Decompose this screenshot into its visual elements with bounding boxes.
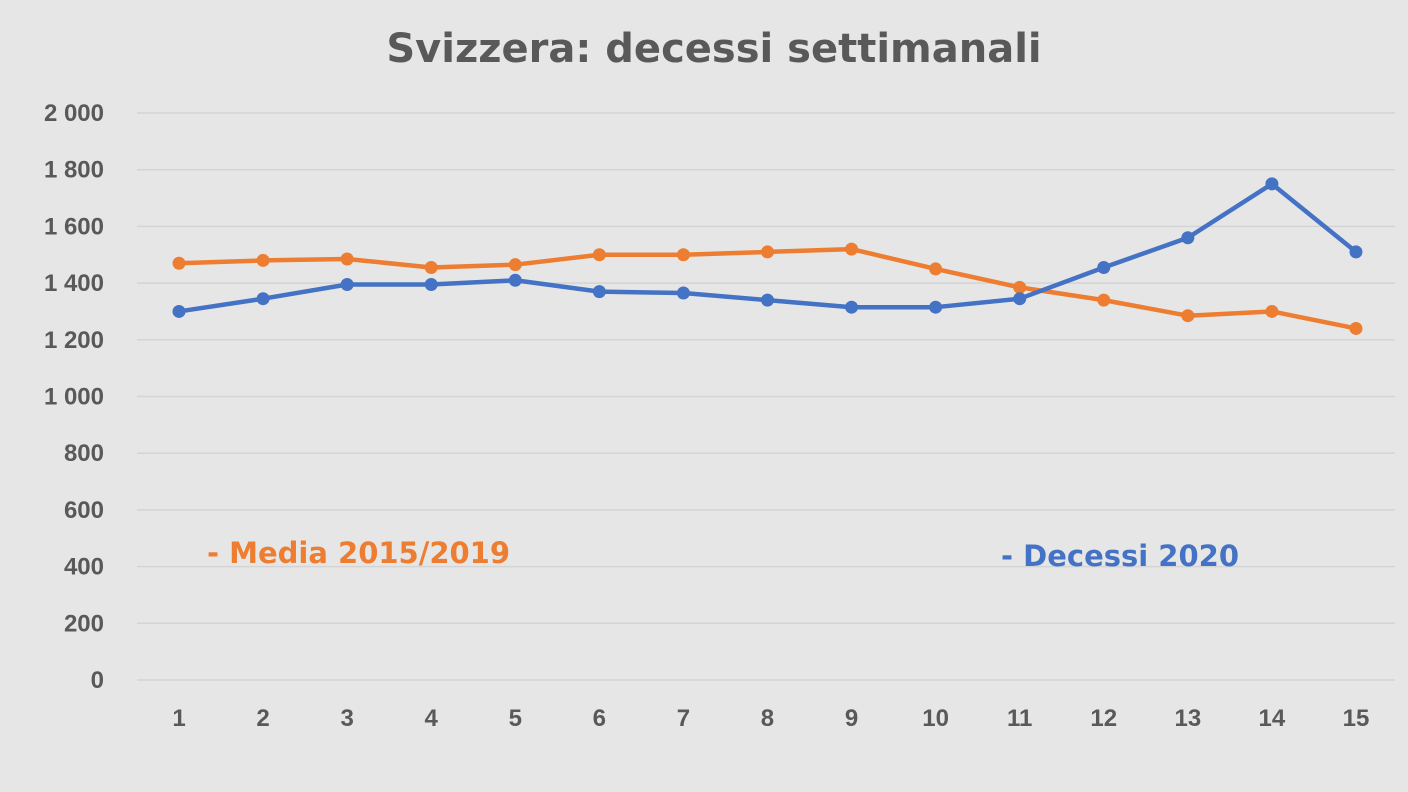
legend-decessi-2020: - Decessi 2020 [1001, 539, 1239, 573]
y-tick-label: 1 600 [44, 213, 104, 240]
data-point [1013, 280, 1027, 294]
y-tick-label: 1 800 [44, 157, 104, 184]
x-tick-label: 14 [1259, 705, 1286, 732]
x-tick-label: 2 [256, 705, 269, 732]
y-tick-label: 1 400 [44, 270, 104, 297]
y-tick-label: 800 [64, 440, 104, 467]
x-tick-label: 13 [1174, 705, 1201, 732]
chart-title: Svizzera: decessi settimanali [386, 26, 1041, 72]
x-tick-label: 7 [677, 705, 690, 732]
data-point [256, 253, 270, 267]
y-tick-label: 1 200 [44, 327, 104, 354]
data-point [1181, 309, 1195, 323]
data-point [676, 248, 690, 262]
x-tick-label: 5 [509, 705, 522, 732]
data-point [1349, 321, 1363, 335]
data-point [1349, 245, 1363, 259]
data-point [340, 252, 354, 266]
data-point [508, 258, 522, 272]
x-tick-label: 10 [922, 705, 949, 732]
y-tick-label: 2 000 [44, 100, 104, 127]
series-lines [172, 177, 1363, 335]
data-point [929, 262, 943, 276]
data-point [1097, 293, 1111, 307]
data-point [1013, 292, 1027, 306]
x-tick-label: 3 [340, 705, 353, 732]
x-tick-label: 11 [1007, 705, 1032, 732]
data-point [845, 300, 859, 314]
data-point [1265, 304, 1279, 318]
data-point [424, 261, 438, 275]
data-point [845, 242, 859, 256]
gridlines [137, 112, 1395, 681]
data-point [1265, 177, 1279, 191]
y-tick-label: 200 [64, 610, 104, 637]
x-tick-label: 15 [1343, 705, 1370, 732]
x-tick-label: 12 [1090, 705, 1117, 732]
data-point [424, 278, 438, 292]
y-tick-label: 400 [64, 554, 104, 581]
x-tick-label: 9 [845, 705, 858, 732]
series-0 [172, 242, 1363, 335]
data-point [508, 273, 522, 287]
data-point [760, 293, 774, 307]
x-tick-label: 4 [425, 705, 439, 732]
y-tick-label: 0 [91, 667, 104, 694]
data-point [929, 300, 943, 314]
data-point [340, 278, 354, 292]
y-axis-ticks: 0 200 400 600 800 1 000 1 200 1 400 1 600 1 800 2 … [44, 100, 104, 694]
x-tick-label: 8 [761, 705, 774, 732]
data-point [172, 304, 186, 318]
data-point [592, 248, 606, 262]
legend-media-2015-2019: - Media 2015/2019 [207, 536, 510, 570]
data-point [172, 256, 186, 270]
x-tick-label: 6 [593, 705, 606, 732]
x-axis-ticks: 1 2 3 4 5 6 7 8 9 10 11 12 13 14 15 [172, 705, 1369, 732]
data-point [760, 245, 774, 259]
y-tick-label: 1 000 [44, 384, 104, 411]
data-point [676, 286, 690, 300]
data-point [1181, 231, 1195, 245]
series-line [176, 246, 1359, 331]
data-point [256, 292, 270, 306]
data-point [1097, 261, 1111, 275]
y-tick-label: 600 [64, 497, 104, 524]
data-point [592, 285, 606, 299]
x-tick-label: 1 [172, 705, 185, 732]
series-1 [172, 177, 1363, 318]
